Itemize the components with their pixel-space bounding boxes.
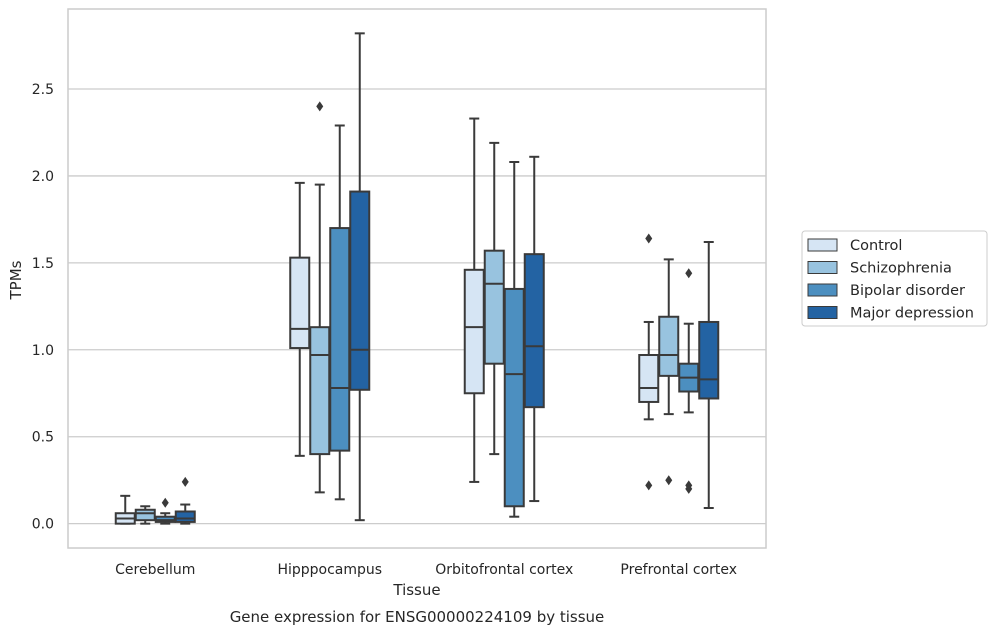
legend-label: Bipolar disorder xyxy=(850,283,965,299)
outlier-point xyxy=(161,497,169,508)
legend-swatch xyxy=(807,261,838,274)
box-group xyxy=(483,141,505,456)
box-group xyxy=(154,497,176,525)
outlier-point xyxy=(665,475,673,486)
box-group xyxy=(463,117,485,483)
box xyxy=(329,227,351,452)
y-axis-ticks: 0.0 0.5 1.0 1.5 2.0 2.5 xyxy=(32,82,54,533)
box-group xyxy=(678,268,700,494)
grid-lines xyxy=(68,88,766,525)
box xyxy=(638,354,660,403)
legend-swatch xyxy=(807,283,838,297)
x-tick-label: Orbitofrontal cortex xyxy=(435,562,573,578)
box xyxy=(289,256,311,350)
box xyxy=(658,315,680,377)
y-tick-label: 0.5 xyxy=(32,430,54,446)
y-tick-label: 0.0 xyxy=(32,517,54,533)
y-tick-label: 1.5 xyxy=(32,256,54,272)
outlier-point xyxy=(645,233,653,244)
box-group xyxy=(329,124,351,501)
box-group xyxy=(309,101,331,494)
legend-swatch xyxy=(807,238,838,252)
x-tick-label: Cerebellum xyxy=(115,562,195,578)
legend-label: Schizophrenia xyxy=(850,261,952,277)
box-group xyxy=(289,181,311,457)
box-group xyxy=(349,32,371,522)
box xyxy=(309,326,331,456)
box xyxy=(349,190,371,391)
x-axis-ticks: Cerebellum Hipppocampus Orbitofrontal cort… xyxy=(115,562,737,578)
outlier-point xyxy=(685,480,693,491)
box-group xyxy=(114,494,136,525)
outlier-point xyxy=(685,268,693,279)
outlier-point xyxy=(181,476,189,487)
box-group xyxy=(134,505,156,525)
box xyxy=(523,253,545,409)
figure-caption: Gene expression for ENSG00000224109 by t… xyxy=(230,608,605,626)
boxes xyxy=(114,32,720,525)
y-tick-label: 2.0 xyxy=(32,169,54,185)
box xyxy=(698,320,720,400)
box-group xyxy=(698,240,720,510)
x-tick-label: Prefrontal cortex xyxy=(620,562,737,578)
outlier-point xyxy=(645,480,653,491)
box xyxy=(174,510,196,523)
box xyxy=(483,249,505,365)
outlier-point xyxy=(316,101,324,112)
legend: Control Schizophrenia Bipolar disorder Majo… xyxy=(801,230,988,327)
box-group xyxy=(503,161,525,518)
box xyxy=(463,268,485,395)
box-group xyxy=(523,155,545,503)
y-axis-label: TPMs xyxy=(7,260,25,300)
box-group xyxy=(638,233,660,491)
box-group xyxy=(174,476,196,525)
legend-frame xyxy=(801,230,988,327)
y-tick-label: 1.0 xyxy=(32,343,54,359)
box-group xyxy=(658,258,680,486)
y-tick-label: 2.5 xyxy=(32,82,54,98)
legend-label: Major depression xyxy=(850,306,974,322)
legend-swatch xyxy=(807,306,838,319)
plot-frame xyxy=(67,8,767,549)
box xyxy=(503,287,525,508)
x-tick-label: Hipppocampus xyxy=(277,562,382,578)
legend-label: Control xyxy=(850,238,902,254)
box xyxy=(134,508,156,522)
x-axis-label: Tissue xyxy=(392,581,440,599)
